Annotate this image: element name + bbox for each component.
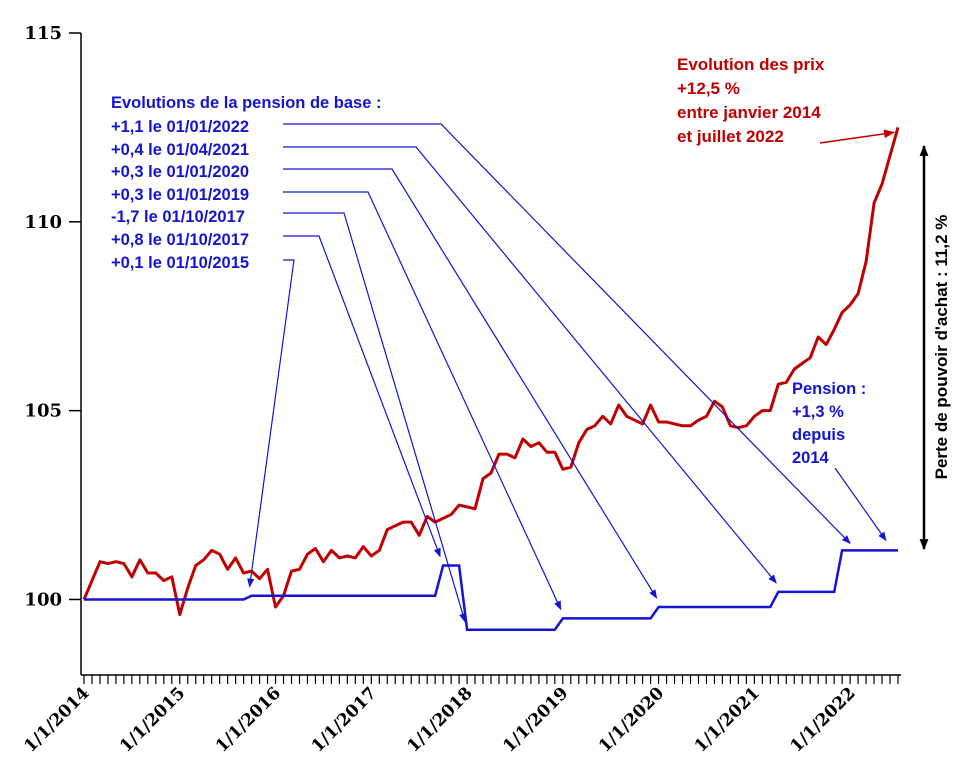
purchasing-power-label: Perte de pouvoir d'achat : 11,2 % — [932, 215, 951, 480]
pension-events-annotation: Evolutions de la pension de base : +1,1 … — [111, 94, 381, 272]
pension-series-line — [84, 549, 898, 631]
x-tick-label: 1/1/2022 — [787, 683, 860, 756]
x-tick-label: 1/1/2018 — [403, 683, 476, 756]
pension-event-leader — [283, 212, 467, 623]
x-tick-label: 1/1/2016 — [212, 683, 285, 756]
pension-event-label: +0,1 le 01/10/2015 — [111, 254, 249, 272]
prix-annotation: Evolution des prix +12,5 % entre janvier… — [677, 55, 825, 146]
x-axis-ticks: 1/1/2014 1/1/2015 1/1/2016 1/1/2017 1/1/2018… — [20, 675, 899, 757]
annotation-leader-lines — [247, 123, 896, 623]
pension-summary-arrow — [834, 467, 887, 542]
pension-event-label: -1,7 le 01/10/2017 — [111, 208, 245, 226]
prix-annotation-line: et juillet 2022 — [677, 127, 784, 146]
pension-summary-line: Pension : — [792, 380, 866, 398]
prix-annotation-line: Evolution des prix — [677, 55, 825, 74]
pension-summary-line: depuis — [792, 426, 845, 444]
x-tick-label: 1/1/2021 — [691, 683, 764, 756]
prix-series-line — [82, 126, 900, 617]
pension-event-leader — [247, 259, 295, 588]
prix-annotation-line: entre janvier 2014 — [677, 103, 821, 122]
pension-event-leader — [283, 146, 777, 584]
x-tick-label: 1/1/2015 — [116, 683, 189, 756]
pension-summary-line: +1,3 % — [792, 403, 844, 421]
y-tick-label: 105 — [24, 401, 62, 422]
y-tick-label: 110 — [24, 212, 62, 233]
pension-summary-annotation: Pension : +1,3 % depuis 2014 — [792, 380, 866, 467]
y-tick-label: 115 — [24, 23, 62, 44]
pension-event-leader — [283, 191, 562, 611]
pension-event-leader — [283, 123, 851, 545]
purchasing-power-indicator: Perte de pouvoir d'achat : 11,2 % — [919, 144, 951, 551]
pension-event-label: +0,4 le 01/04/2021 — [111, 141, 249, 159]
x-tick-label: 1/1/2019 — [499, 683, 572, 756]
pension-event-label: +0,3 le 01/01/2020 — [111, 163, 249, 181]
pension-summary-line: 2014 — [792, 449, 830, 467]
pension-event-leader — [283, 235, 441, 558]
y-tick-label: 100 — [24, 589, 62, 610]
series-lines — [82, 126, 900, 631]
prix-annotation-line: +12,5 % — [677, 79, 740, 98]
pension-event-leader — [283, 168, 658, 599]
x-tick-label: 1/1/2020 — [595, 683, 668, 756]
pension-event-label: +0,8 le 01/10/2017 — [111, 231, 249, 249]
pension-event-label: +0,3 le 01/01/2019 — [111, 186, 249, 204]
pension-event-label: +1,1 le 01/01/2022 — [111, 118, 249, 136]
x-tick-label: 1/1/2017 — [308, 683, 381, 756]
y-axis-ticks: 100 105 110 115 — [24, 23, 81, 610]
pension-events-title: Evolutions de la pension de base : — [111, 94, 381, 112]
prix-annotation-arrow — [819, 129, 896, 144]
x-tick-label: 1/1/2014 — [20, 683, 93, 756]
